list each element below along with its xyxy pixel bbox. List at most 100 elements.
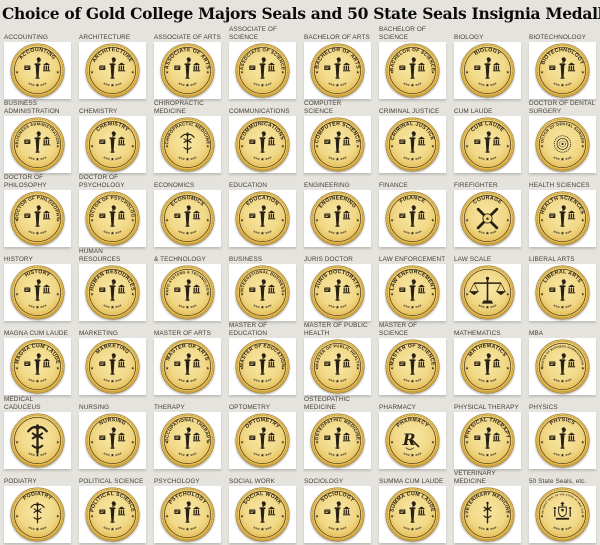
seal-tile[interactable]: ★ ★ ««« ★ »»» [454,264,521,321]
seal-graphic: COMPUTER SCIENCE★ ★««« ★ »»» [310,117,365,172]
seal-tile[interactable]: CHIROPRACTIC MEDICINE ★ ★ ««« ★ »»» [154,116,221,173]
torch-icon [24,205,51,227]
torch-icon [99,427,126,449]
seal-cell: 50 State Seals, etc. THE GREAT SEAL OF T… [525,469,600,543]
svg-text:««« ★ »»»: ««« ★ »»» [403,450,423,457]
torch-icon [249,427,276,449]
seal-label: ENGINEERING [304,181,350,189]
svg-text:««« ★ »»»: ««« ★ »»» [328,228,348,235]
seal-tile[interactable]: INFO SYSTEMS & TECHNOLOGY★★««« ★ »»» [154,264,221,321]
svg-text:COURAGE: COURAGE [472,195,503,206]
seal-tile[interactable]: BACHELOR OF ARTS ★ ★ ««« ★ »»» [304,42,371,99]
svg-text:★: ★ [465,513,469,518]
svg-text:★: ★ [56,513,60,518]
seal-tile[interactable]: MASTER OF EDUCATION ★ ★ ««« ★ »»» [229,338,296,395]
svg-text:★: ★ [165,69,169,74]
seal-tile[interactable]: ARCHITECTURE ★ ★ ««« ★ »»» [79,42,146,99]
seal-tile[interactable]: MASTER OF SCIENCE ★ ★ ««« ★ »»» [379,338,446,395]
svg-text:★: ★ [165,513,169,518]
seal-tile[interactable]: OSTEOPATHIC MEDICINE ★ ★ ««« ★ »»» [304,412,371,469]
seal-tile[interactable]: COMPUTER SCIENCE ★ ★ ««« ★ »»» [304,116,371,173]
seal-cell: MASTER OF SCIENCE MASTER OF SCIENCE ★ ★ «««… [375,321,450,395]
seal-tile[interactable]: CHEMISTRY ★ ★ ««« ★ »»» [79,116,146,173]
seal-tile[interactable]: MARKETING ★ ★ ««« ★ »»» [79,338,146,395]
seal-tile[interactable]: THE GREAT SEAL OF THE STATE OF NEW YORK★… [529,486,596,543]
seal-graphic: NURSING ★ ★ ««« ★ »»» [85,413,140,468]
seal-tile[interactable]: VETERINARY MEDICINE ★ ★ ««« ★ »»» [454,486,521,543]
caduceus-icon [30,502,45,524]
seal-tile[interactable]: CUM LAUDE ★ ★ ««« ★ »»» [454,116,521,173]
seal-tile[interactable]: OPTOMETRY ★ ★ ««« ★ »»» [229,412,296,469]
seal-tile[interactable]: BUSINESS ADMINISTRATION ★ ★ ««« ★ »»» [4,116,71,173]
seal-tile[interactable]: PHYSICAL THERAPY ★ ★ ««« ★ »»» [454,412,521,469]
seal-tile[interactable]: INTERNATIONAL BUSINESS ★ ★ ««« ★ »»» [229,264,296,321]
seal-tile[interactable]: MATHEMATICS ★ ★ ««« ★ »»» [454,338,521,395]
seal-tile[interactable]: BIOLOGY ★ ★ ««« ★ »»» [454,42,521,99]
svg-text:★: ★ [390,291,394,296]
seal-cell: HISTORY HISTORY ★ ★ ««« ★ »»» [0,247,75,321]
seal-tile[interactable]: LAW ENFORCEMENT ★ ★ ««« ★ »»» [379,264,446,321]
seal-tile[interactable]: ASSOCIATE OF SCIENCE ★ ★ ««« ★ »»» [229,42,296,99]
seal-tile[interactable]: CRIMINAL JUSTICE ★ ★ ««« ★ »»» [379,116,446,173]
rx-icon: R [402,431,420,450]
seal-cell: MEDICAL CADUCEUS ★ ★ ««« ★ »»» [0,395,75,469]
seal-tile[interactable]: ★ ★ ««« ★ »»» [4,412,71,469]
seal-graphic: BUSINESS ADMINISTRATION★ ★««« ★ »»» [10,117,65,172]
svg-text:★: ★ [56,217,60,222]
torch-icon [549,427,576,449]
seal-tile[interactable]: HISTORY ★ ★ ««« ★ »»» [4,264,71,321]
seal-tile[interactable]: ENGINEERING ★ ★ ««« ★ »»» [304,190,371,247]
seal-tile[interactable]: DOCTOR OF PHILOSOPHY ★ ★ ««« ★ »»» [4,190,71,247]
svg-text:««« ★ »»»: ««« ★ »»» [28,376,48,383]
torch-icon [174,501,201,523]
seal-tile[interactable]: ACCOUNTING ★ ★ ««« ★ »»» [4,42,71,99]
seal-cell: BACHELOR OF SCIENCE BACHELOR OF SCIENCE ★… [375,25,450,99]
seal-graphic: PHYSICS ★ ★ ««« ★ »»» [535,413,590,468]
svg-text:★: ★ [315,291,319,296]
seal-tile[interactable]: DOCTOR OF PSYCHOLOGY★★««« ★ »»» [79,190,146,247]
seal-tile[interactable]: PHARMACY ★ ★ ««« ★ »»» R [379,412,446,469]
seal-tile[interactable]: PODIATRY ★ ★ ««« ★ »»» [4,486,71,543]
seal-tile[interactable]: MASTER OF PUBLIC HEALTH ★ ★ ««« ★ »»» [304,338,371,395]
svg-text:★: ★ [431,143,435,148]
seal-tile[interactable]: JURIS DOCTORATE ★ ★ ««« ★ »»» [304,264,371,321]
seal-tile[interactable]: FINANCE ★ ★ ««« ★ »»» [379,190,446,247]
torch-icon [324,57,351,79]
seal-tile[interactable]: EDUCATION ★ ★ ««« ★ »»» [229,190,296,247]
seal-tile[interactable]: MASTER OF BUSINESS ADMINISTRATION★★««« ★… [529,338,596,395]
seal-tile[interactable]: COMMUNICATIONS ★ ★ ««« ★ »»» [229,116,296,173]
seal-label: OPTOMETRY [229,403,271,411]
seal-tile[interactable]: BACHELOR OF SCIENCE ★ ★ ««« ★ »»» [379,42,446,99]
svg-text:★: ★ [390,217,394,222]
seal-tile[interactable]: OCCUPATIONAL THERAPY ★ ★ ««« ★ »»» [154,412,221,469]
seal-tile[interactable]: SOCIOLOGY ★ ★ ««« ★ »»» [304,486,371,543]
seal-tile[interactable]: DOCTOR OF DENTAL SURGERY★★««« ★ »»» [529,116,596,173]
seal-tile[interactable]: BIOTECHNOLOGY ★ ★ ««« ★ »»» [529,42,596,99]
svg-text:HISTORY: HISTORY [24,269,51,279]
seal-tile[interactable]: NURSING ★ ★ ««« ★ »»» [79,412,146,469]
seal-tile[interactable]: LIBERAL ARTS ★ ★ ««« ★ »»» [529,264,596,321]
seal-tile[interactable]: ECONOMICS ★ ★ ««« ★ »»» [154,190,221,247]
seal-tile[interactable]: POLITICAL SCIENCE ★ ★ ««« ★ »»» [79,486,146,543]
seal-tile[interactable]: PSYCHOLOGY ★ ★ ««« ★ »»» [154,486,221,543]
torch-icon [99,501,126,523]
seal-tile[interactable]: MAGNA CUM LAUDE ★ ★ ««« ★ »»» [4,338,71,395]
seal-label: HISTORY [4,255,33,263]
seal-tile[interactable]: COURAGE ★ ★ ««« ★ »»» ★ [454,190,521,247]
torch-icon [174,279,201,301]
seal-cell: PHYSICAL THERAPY PHYSICAL THERAPY ★ ★ ««« ★… [450,395,525,469]
svg-text:★: ★ [540,513,544,518]
seal-cell: HUMAN RESOURCES HUMAN RESOURCES ★ ★ ««« ★ »… [75,247,150,321]
seal-tile[interactable]: SUMMA CUM LAUDE ★ ★ ««« ★ »»» [379,486,446,543]
svg-text:★: ★ [15,69,19,74]
seal-tile[interactable]: HUMAN RESOURCES ★ ★ ««« ★ »»» [79,264,146,321]
svg-text:««« ★ »»»: ««« ★ »»» [328,154,348,161]
seal-graphic: BACHELOR OF SCIENCE★ ★««« ★ »»» [385,43,440,98]
seal-tile[interactable]: PHYSICS ★ ★ ««« ★ »»» [529,412,596,469]
seal-tile[interactable]: SOCIAL WORK ★ ★ ««« ★ »»» [229,486,296,543]
seal-graphic: FINANCE ★ ★ ««« ★ »»» [385,191,440,246]
seal-tile[interactable]: MASTER OF ARTS ★ ★ ««« ★ »»» [154,338,221,395]
seal-cell: MASTER OF EDUCATION MASTER OF EDUCATION ★… [225,321,300,395]
seal-tile[interactable]: HEALTH SCIENCES ★ ★ ««« ★ »»» [529,190,596,247]
seal-tile[interactable]: ASSOCIATE OF ARTS ★ ★ ««« ★ »»» [154,42,221,99]
